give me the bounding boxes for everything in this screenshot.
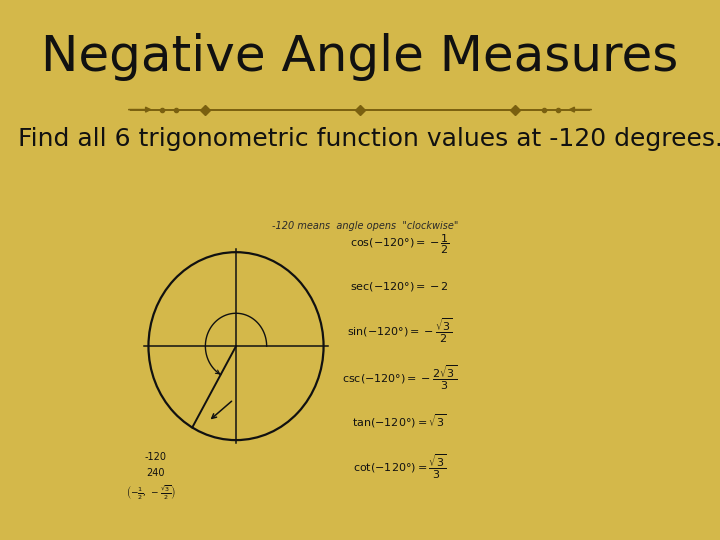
Text: Negative Angle Measures: Negative Angle Measures: [41, 33, 679, 80]
Text: -120: -120: [145, 453, 166, 462]
Text: $\left(-\frac{1}{2},\,-\frac{\sqrt{3}}{2}\right)$: $\left(-\frac{1}{2},\,-\frac{\sqrt{3}}{2…: [126, 483, 176, 502]
Text: -120 means  angle opens  "clockwise": -120 means angle opens "clockwise": [272, 220, 458, 231]
Text: Find all 6 trigonometric function values at -120 degrees.: Find all 6 trigonometric function values…: [18, 127, 720, 151]
Text: 240: 240: [146, 468, 165, 478]
Text: $\sin(-120°) = -\dfrac{\sqrt{3}}{2}$: $\sin(-120°) = -\dfrac{\sqrt{3}}{2}$: [346, 316, 453, 345]
Text: $\cot(-120°) = \dfrac{\sqrt{3}}{3}$: $\cot(-120°) = \dfrac{\sqrt{3}}{3}$: [353, 453, 446, 481]
Text: $\csc(-120°) = -\dfrac{2\sqrt{3}}{3}$: $\csc(-120°) = -\dfrac{2\sqrt{3}}{3}$: [342, 363, 457, 392]
Text: $\sec(-120°) = -2$: $\sec(-120°) = -2$: [350, 280, 449, 293]
Text: $\tan(-120°) = \sqrt{3}$: $\tan(-120°) = \sqrt{3}$: [352, 413, 447, 430]
Text: $\cos(-120°) = -\dfrac{1}{2}$: $\cos(-120°) = -\dfrac{1}{2}$: [350, 233, 449, 256]
